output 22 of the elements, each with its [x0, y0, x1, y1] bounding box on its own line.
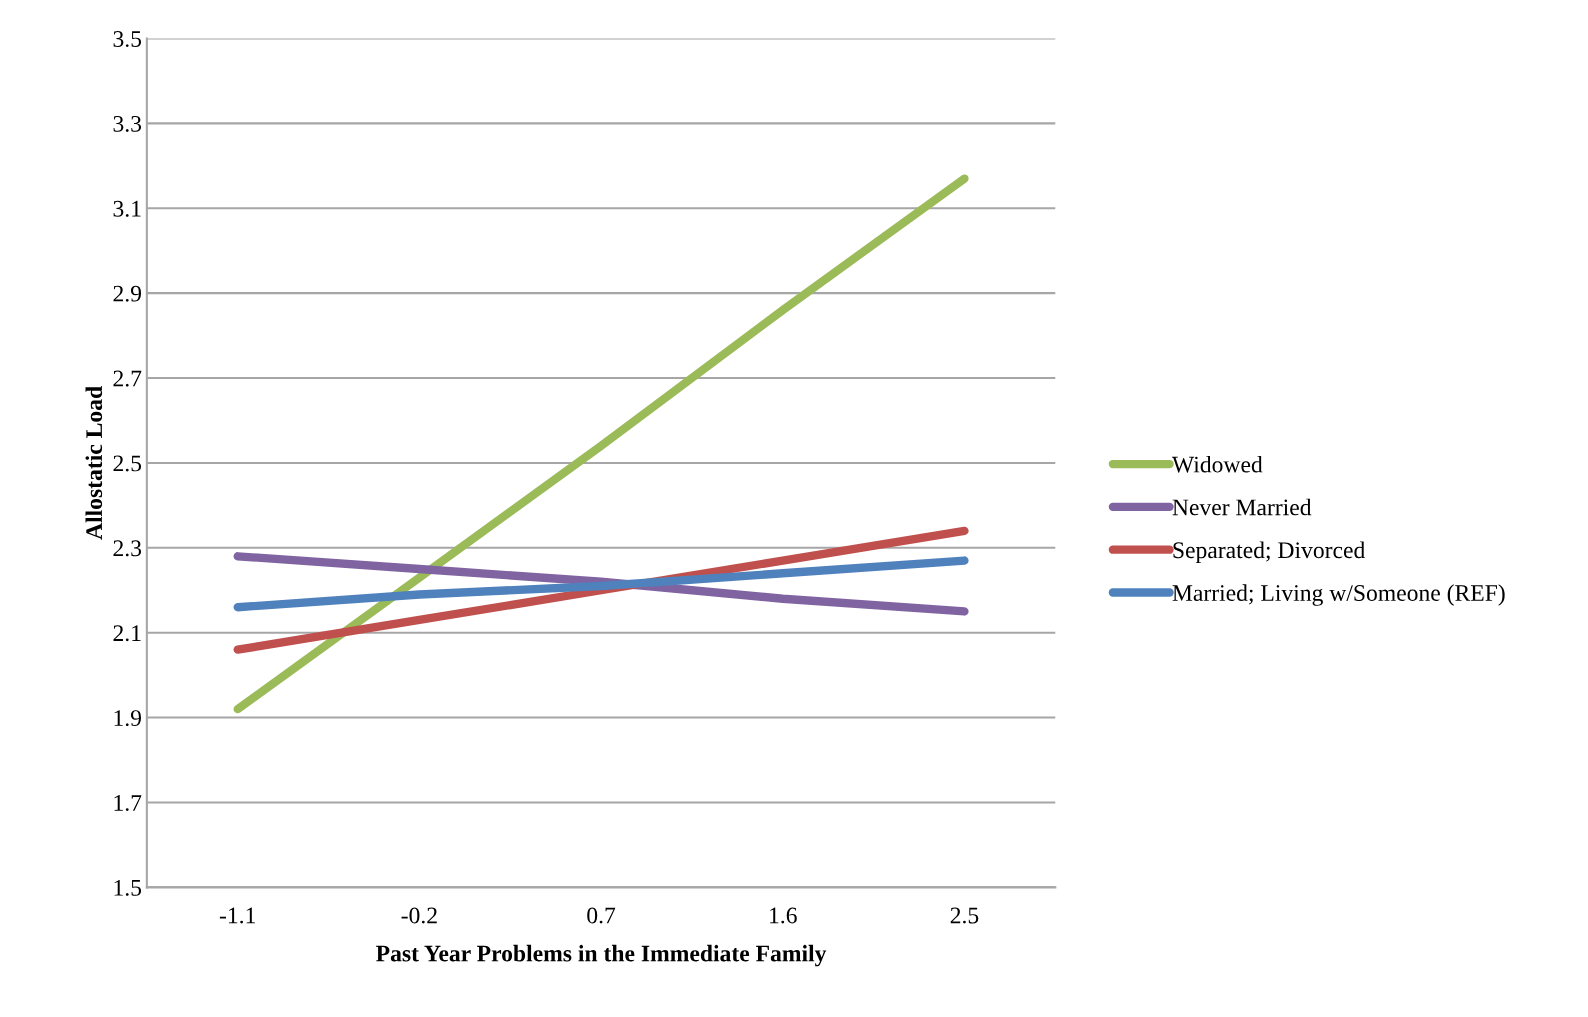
legend-label: Never Married [1172, 498, 1312, 516]
x-tick-label: -0.2 [401, 907, 437, 924]
x-tick-label: -1.1 [219, 907, 255, 924]
y-tick-label: 2.1 [113, 625, 141, 642]
legend-label: Widowed [1171, 455, 1263, 473]
legend-label: Separated; Divorced [1173, 541, 1366, 563]
y-tick-label: 3.5 [113, 31, 142, 48]
legend-label: Married; Living w/Someone (REF) [1172, 584, 1505, 606]
y-tick-label: 2.9 [113, 285, 142, 302]
y-tick-label: 3.3 [113, 115, 142, 132]
y-tick-label: 2.5 [113, 455, 142, 472]
y-tick-label: 2.7 [113, 370, 142, 387]
y-tick-label: 1.9 [114, 710, 142, 727]
x-tick-label: 1.6 [770, 907, 797, 924]
x-axis-title: Past Year Problems in the Immediate Family [376, 944, 827, 967]
x-tick-label: 0.7 [587, 907, 616, 924]
y-tick-label: 1.7 [114, 795, 142, 811]
x-tick-label: 2.5 [950, 907, 979, 924]
y-tick-label: 1.5 [114, 879, 142, 896]
y-tick-label: 2.3 [113, 540, 142, 557]
y-tick-label: 3.1 [113, 200, 141, 217]
y-axis-title: Allostatic Load [85, 386, 103, 540]
